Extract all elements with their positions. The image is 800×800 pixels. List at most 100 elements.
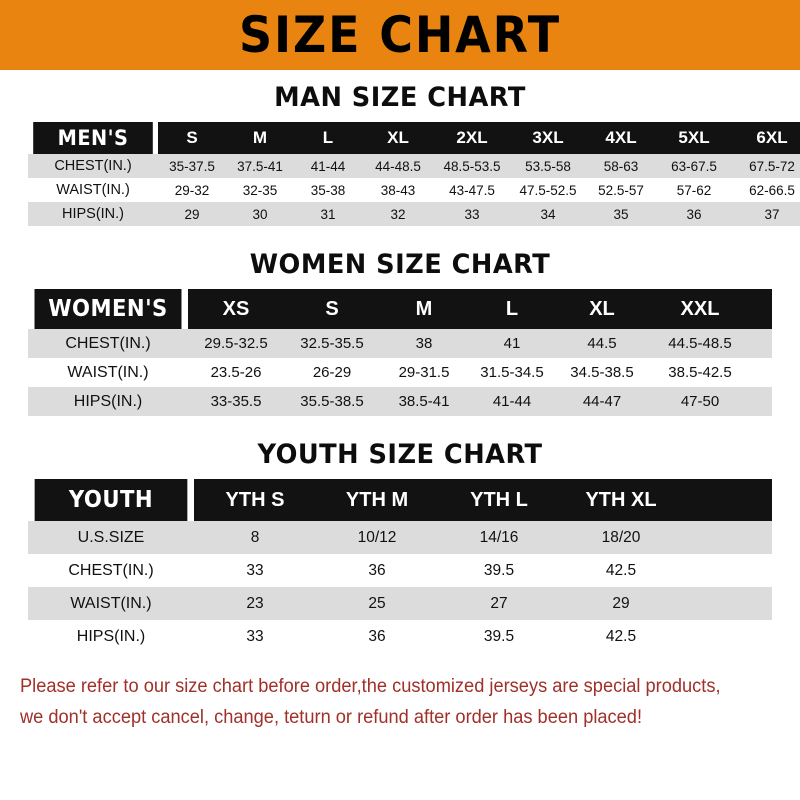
men-size-col-5: 3XL xyxy=(510,122,586,154)
women-waist-value-1: 26-29 xyxy=(284,358,380,387)
women-size-col-5: XXL xyxy=(648,289,752,329)
men-chest-value-0: 35-37.5 xyxy=(158,154,226,178)
women-size-col-4: XL xyxy=(556,289,648,329)
youth-hips-value-3: 42.5 xyxy=(560,620,682,653)
men-hips-value-5: 34 xyxy=(510,202,586,226)
men-hips-value-2: 31 xyxy=(294,202,362,226)
men-waist-value-6: 52.5-57 xyxy=(586,178,656,202)
youth-size-col-2: YTH L xyxy=(438,479,560,521)
women-waist-row: WAIST(IN.) 23.5-26 26-29 29-31.5 31.5-34… xyxy=(28,358,772,387)
youth-waist-filler xyxy=(682,587,772,620)
women-waist-value-4: 34.5-38.5 xyxy=(556,358,648,387)
footer-line-1: Please refer to our size chart before or… xyxy=(20,676,721,697)
women-hips-value-1: 35.5-38.5 xyxy=(284,387,380,416)
women-hips-value-4: 44-47 xyxy=(556,387,648,416)
women-chest-value-0: 29.5-32.5 xyxy=(188,329,284,358)
youth-hips-value-1: 36 xyxy=(316,620,438,653)
men-waist-value-5: 47.5-52.5 xyxy=(510,178,586,202)
youth-section-title: YOUTH SIZE CHART xyxy=(257,439,543,470)
youth-ussize-label: U.S.SIZE xyxy=(28,521,194,554)
spacer-above-women-title xyxy=(0,226,800,250)
men-chest-value-3: 44-48.5 xyxy=(362,154,434,178)
men-size-col-2: L xyxy=(294,122,362,154)
youth-chest-value-2: 39.5 xyxy=(438,554,560,587)
men-chest-value-8: 67.5-72 xyxy=(732,154,800,178)
women-header-label: WOMEN'S xyxy=(34,289,182,329)
women-header-row: WOMEN'S XS S M L XL XXL xyxy=(28,289,772,329)
men-chest-value-5: 53.5-58 xyxy=(510,154,586,178)
youth-waist-value-1: 25 xyxy=(316,587,438,620)
men-hips-label: HIPS(IN.) xyxy=(28,202,158,226)
footer-disclaimer: Please refer to our size chart before or… xyxy=(20,653,750,733)
men-hips-value-3: 32 xyxy=(362,202,434,226)
youth-hips-row: HIPS(IN.) 33 36 39.5 42.5 xyxy=(28,620,772,653)
women-hips-value-3: 41-44 xyxy=(468,387,556,416)
youth-waist-label: WAIST(IN.) xyxy=(28,587,194,620)
men-hips-value-1: 30 xyxy=(226,202,294,226)
men-size-col-1: M xyxy=(226,122,294,154)
women-chest-value-5: 44.5-48.5 xyxy=(648,329,752,358)
men-header-label: MEN'S xyxy=(33,122,153,154)
women-size-col-1: S xyxy=(284,289,380,329)
men-waist-label: WAIST(IN.) xyxy=(28,178,158,202)
men-header-row: MEN'S S M L XL 2XL 3XL 4XL 5XL 6XL xyxy=(28,122,800,154)
men-size-col-6: 4XL xyxy=(586,122,656,154)
youth-hips-filler xyxy=(682,620,772,653)
women-hips-value-2: 38.5-41 xyxy=(380,387,468,416)
women-section-title: WOMEN SIZE CHART xyxy=(249,249,551,280)
women-waist-value-0: 23.5-26 xyxy=(188,358,284,387)
women-waist-value-2: 29-31.5 xyxy=(380,358,468,387)
youth-waist-row: WAIST(IN.) 23 25 27 29 xyxy=(28,587,772,620)
women-hips-label: HIPS(IN.) xyxy=(28,387,188,416)
men-waist-value-0: 29-32 xyxy=(158,178,226,202)
men-hips-value-0: 29 xyxy=(158,202,226,226)
men-chest-value-6: 58-63 xyxy=(586,154,656,178)
youth-header-label: YOUTH xyxy=(34,479,188,521)
men-waist-value-3: 38-43 xyxy=(362,178,434,202)
page-title: SIZE CHART xyxy=(238,6,562,64)
women-waist-value-3: 31.5-34.5 xyxy=(468,358,556,387)
men-size-col-8: 6XL xyxy=(732,122,800,154)
women-chest-value-1: 32.5-35.5 xyxy=(284,329,380,358)
footer-line-2: we don't accept cancel, change, teturn o… xyxy=(20,707,643,728)
men-chest-value-2: 41-44 xyxy=(294,154,362,178)
men-size-col-0: S xyxy=(158,122,226,154)
youth-size-col-3: YTH XL xyxy=(560,479,682,521)
men-size-col-4: 2XL xyxy=(434,122,510,154)
women-size-col-0: XS xyxy=(188,289,284,329)
youth-size-col-0: YTH S xyxy=(194,479,316,521)
youth-ussize-value-3: 18/20 xyxy=(560,521,682,554)
youth-waist-value-0: 23 xyxy=(194,587,316,620)
women-hips-value-5: 47-50 xyxy=(648,387,752,416)
youth-ussize-value-0: 8 xyxy=(194,521,316,554)
youth-header-row: YOUTH YTH S YTH M YTH L YTH XL xyxy=(28,479,772,521)
youth-hips-value-2: 39.5 xyxy=(438,620,560,653)
youth-hips-value-0: 33 xyxy=(194,620,316,653)
youth-hips-label: HIPS(IN.) xyxy=(28,620,194,653)
women-hips-row: HIPS(IN.) 33-35.5 35.5-38.5 38.5-41 41-4… xyxy=(28,387,772,416)
men-waist-row: WAIST(IN.) 29-32 32-35 35-38 38-43 43-47… xyxy=(28,178,800,202)
youth-header-filler xyxy=(682,479,772,521)
men-size-table-container: MEN'S S M L XL 2XL 3XL 4XL 5XL 6XL CHEST… xyxy=(28,122,800,226)
women-waist-value-5: 38.5-42.5 xyxy=(648,358,752,387)
men-waist-value-7: 57-62 xyxy=(656,178,732,202)
youth-waist-value-2: 27 xyxy=(438,587,560,620)
men-chest-row: CHEST(IN.) 35-37.5 37.5-41 41-44 44-48.5… xyxy=(28,154,800,178)
men-waist-value-4: 43-47.5 xyxy=(434,178,510,202)
youth-chest-filler xyxy=(682,554,772,587)
women-size-table: WOMEN'S XS S M L XL XXL CHEST(IN.) 29.5-… xyxy=(28,289,772,416)
youth-chest-value-3: 42.5 xyxy=(560,554,682,587)
men-chest-value-1: 37.5-41 xyxy=(226,154,294,178)
men-section-title: MAN SIZE CHART xyxy=(274,82,526,113)
men-chest-value-7: 63-67.5 xyxy=(656,154,732,178)
men-chest-value-4: 48.5-53.5 xyxy=(434,154,510,178)
men-hips-value-7: 36 xyxy=(656,202,732,226)
women-header-filler xyxy=(752,289,772,329)
men-waist-value-1: 32-35 xyxy=(226,178,294,202)
women-chest-row: CHEST(IN.) 29.5-32.5 32.5-35.5 38 41 44.… xyxy=(28,329,772,358)
women-size-col-2: M xyxy=(380,289,468,329)
men-hips-value-6: 35 xyxy=(586,202,656,226)
women-hips-value-0: 33-35.5 xyxy=(188,387,284,416)
men-hips-value-8: 37 xyxy=(732,202,800,226)
men-waist-value-2: 35-38 xyxy=(294,178,362,202)
